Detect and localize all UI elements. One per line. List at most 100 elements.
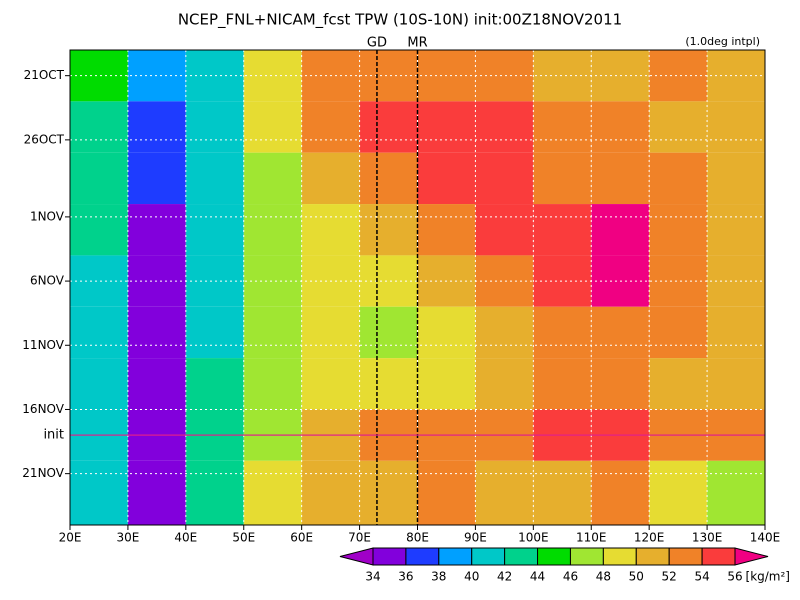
heatmap-cell bbox=[243, 460, 302, 525]
heatmap-cell bbox=[301, 204, 360, 256]
plot-frame bbox=[69, 49, 766, 526]
marker-label: MR bbox=[407, 36, 427, 51]
heatmap-cell bbox=[70, 460, 128, 525]
heatmap-cell bbox=[127, 306, 186, 359]
heatmap-cell bbox=[243, 50, 302, 102]
x-tick-label: 140E bbox=[750, 531, 781, 545]
heatmap-cell bbox=[649, 152, 708, 205]
x-tick-label: 120E bbox=[634, 531, 665, 545]
colorbar-box bbox=[504, 547, 539, 566]
heatmap-cell bbox=[359, 306, 418, 359]
heatmap-cell bbox=[707, 306, 765, 359]
heatmap-cell bbox=[243, 152, 302, 205]
colorbar-box bbox=[569, 547, 604, 566]
heatmap-cell bbox=[417, 101, 476, 153]
heatmap-cell bbox=[533, 358, 592, 410]
x-tick-label: 20E bbox=[59, 531, 82, 545]
heatmap-cell bbox=[591, 460, 650, 525]
heatmap-cell bbox=[533, 255, 592, 307]
colorbar-arrow bbox=[734, 547, 769, 566]
heatmap-cell bbox=[127, 101, 186, 153]
colorbar-box bbox=[438, 547, 473, 566]
heatmap-cell bbox=[591, 152, 650, 205]
colorbar-label: 40 bbox=[464, 570, 479, 584]
heatmap-cell bbox=[591, 306, 650, 359]
heatmap-cell bbox=[359, 152, 418, 205]
heatmap-cell bbox=[185, 152, 244, 205]
y-tick-label: 21OCT bbox=[24, 68, 65, 82]
x-tick-label: 130E bbox=[692, 531, 723, 545]
colorbar-box bbox=[602, 547, 637, 566]
heatmap-cell bbox=[533, 152, 592, 205]
colorbar-label: 42 bbox=[497, 570, 512, 584]
heatmap-cell bbox=[649, 358, 708, 410]
colorbar-label: 44 bbox=[530, 570, 545, 584]
heatmap-cell bbox=[707, 358, 765, 410]
heatmap-cell bbox=[243, 101, 302, 153]
heatmap-cell bbox=[301, 152, 360, 205]
x-tick-label: 40E bbox=[174, 531, 197, 545]
heatmap-cell bbox=[359, 101, 418, 153]
heatmap-cell bbox=[243, 306, 302, 359]
colorbar-arrow bbox=[339, 547, 374, 566]
heatmap-cell bbox=[649, 255, 708, 307]
y-tick-label: 21NOV bbox=[22, 466, 64, 480]
heatmap-cell bbox=[359, 50, 418, 102]
heatmap-cell bbox=[417, 204, 476, 256]
heatmap-cell bbox=[70, 101, 128, 153]
heatmap-cell bbox=[475, 255, 534, 307]
heatmap-cell bbox=[127, 460, 186, 525]
heatmap-cell bbox=[649, 306, 708, 359]
heatmap-cell bbox=[475, 204, 534, 256]
heatmap-cell bbox=[417, 358, 476, 410]
x-tick-label: 70E bbox=[348, 531, 371, 545]
colorbar-box bbox=[701, 547, 736, 566]
heatmap-cell bbox=[417, 460, 476, 525]
heatmap-cell bbox=[127, 204, 186, 256]
heatmap-cell bbox=[185, 101, 244, 153]
heatmap-cell bbox=[70, 306, 128, 359]
heatmap-cell bbox=[707, 204, 765, 256]
colorbar-box bbox=[635, 547, 670, 566]
heatmap-cell bbox=[70, 50, 128, 102]
heatmap-cell bbox=[649, 101, 708, 153]
heatmap-cell bbox=[533, 101, 592, 153]
heatmap-cell bbox=[475, 358, 534, 410]
heatmap-cell bbox=[359, 255, 418, 307]
heatmap-cell bbox=[301, 306, 360, 359]
heatmap-cell bbox=[591, 358, 650, 410]
heatmap-cell bbox=[475, 152, 534, 205]
colorbar-unit: [kg/m²] bbox=[746, 570, 790, 584]
x-tick-label: 90E bbox=[464, 531, 487, 545]
x-tick-label: 110E bbox=[576, 531, 607, 545]
chart-title: NCEP_FNL+NICAM_fcst TPW (10S-10N) init:0… bbox=[178, 11, 622, 30]
heatmap-cell bbox=[70, 152, 128, 205]
heatmap-cell bbox=[185, 306, 244, 359]
x-tick-label: 60E bbox=[290, 531, 313, 545]
heatmap-cell bbox=[649, 204, 708, 256]
heatmap-cell bbox=[127, 152, 186, 205]
heatmap-cell bbox=[70, 358, 128, 410]
x-tick-label: 30E bbox=[116, 531, 139, 545]
heatmap-cell bbox=[301, 101, 360, 153]
y-tick-label: 26OCT bbox=[24, 132, 65, 146]
heatmap-cell bbox=[649, 460, 708, 525]
heatmap-cell bbox=[475, 460, 534, 525]
y-tick-label: 1NOV bbox=[30, 209, 65, 223]
colorbar-label: 56 bbox=[727, 570, 742, 584]
heatmap-cell bbox=[533, 460, 592, 525]
colorbar-box bbox=[537, 547, 571, 566]
y-tick-label: 6NOV bbox=[30, 274, 65, 288]
heatmap-cell bbox=[591, 204, 650, 256]
chart-subtitle: (1.0deg intpl) bbox=[685, 35, 760, 48]
heatmap-cell bbox=[243, 204, 302, 256]
y-tick-label: 11NOV bbox=[22, 338, 64, 352]
heatmap-cell bbox=[475, 306, 534, 359]
colorbar-box bbox=[372, 547, 407, 566]
heatmap-cell bbox=[475, 50, 534, 102]
heatmap-cell bbox=[127, 358, 186, 410]
colorbar-label: 46 bbox=[563, 570, 578, 584]
heatmap-cell bbox=[70, 204, 128, 256]
